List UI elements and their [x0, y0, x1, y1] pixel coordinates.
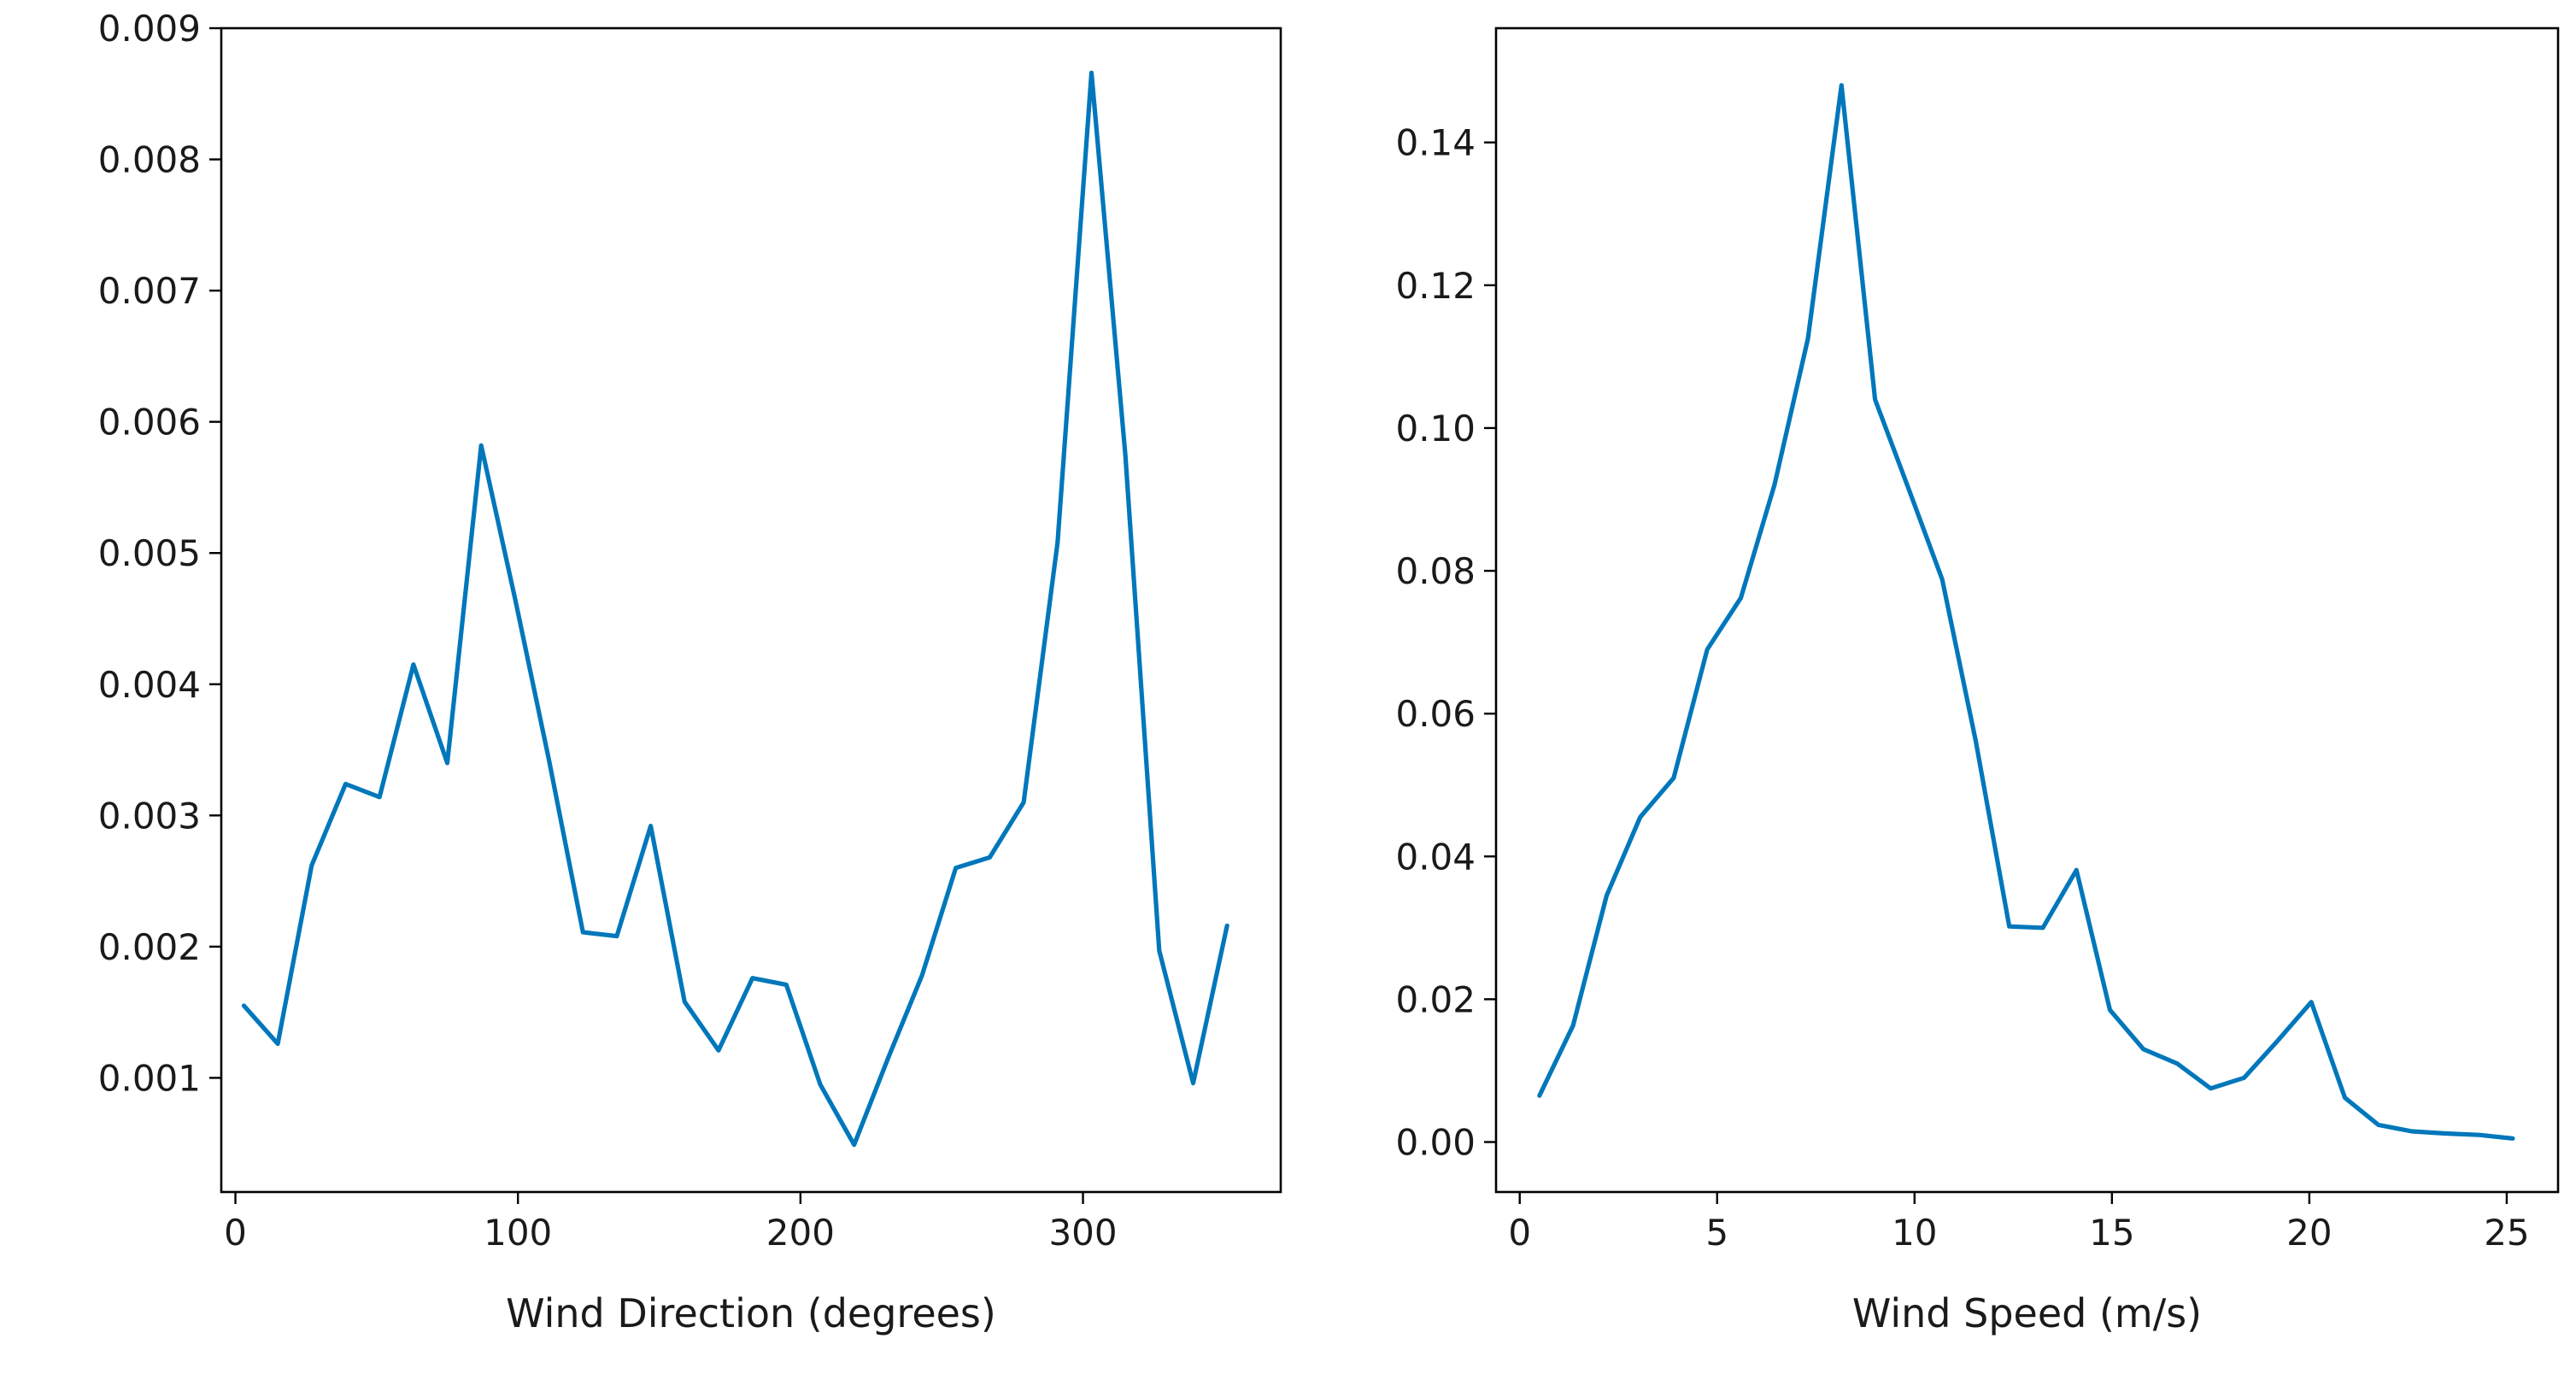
y-tick-label: 0.00: [1395, 1122, 1476, 1164]
data-point: [445, 760, 450, 766]
data-point: [682, 999, 687, 1004]
data-point: [2208, 1086, 2213, 1091]
x-tick-label: 5: [1705, 1212, 1728, 1254]
y-tick-label: 0.10: [1395, 408, 1476, 449]
series-line: [241, 70, 1229, 1148]
data-point: [2343, 1095, 2348, 1101]
data-point: [1873, 397, 1878, 402]
y-tick-label: 0.007: [98, 270, 201, 312]
y-tick-label: 0.001: [98, 1057, 201, 1099]
data-point: [2074, 867, 2079, 872]
x-axis-label: Wind Speed (m/s): [1852, 1290, 2202, 1336]
data-point: [1604, 893, 1609, 898]
data-point: [1739, 596, 1744, 601]
y-tick-label: 0.02: [1395, 978, 1476, 1020]
data-point: [547, 758, 552, 763]
data-point: [1570, 1023, 1576, 1028]
data-point: [648, 824, 654, 829]
data-point: [2174, 1061, 2180, 1066]
y-tick-label: 0.06: [1395, 693, 1476, 735]
data-point: [1157, 948, 1162, 954]
data-point: [818, 1082, 823, 1087]
series-line: [1537, 83, 2515, 1141]
data-point: [2275, 1038, 2280, 1043]
data-point: [1055, 540, 1060, 545]
axes-frame: [220, 26, 1282, 1194]
y-tick-label: 0.008: [98, 139, 201, 181]
x-tick-label: 20: [2286, 1212, 2332, 1254]
x-axis-label: Wind Direction (degrees): [506, 1290, 996, 1336]
data-point: [1973, 738, 1978, 743]
wind-speed-panel: 0 5 10 15 20 25 0.00 0.02 0.04 0.06 0.08 0.10 0.12 0.…: [1395, 26, 2560, 1336]
data-point: [1671, 775, 1676, 780]
x-tick-label: 0: [224, 1212, 247, 1254]
data-point: [954, 866, 959, 871]
data-point: [2007, 924, 2012, 929]
x-tick-label: 300: [1048, 1212, 1117, 1254]
data-point: [2443, 1131, 2448, 1136]
data-point: [1224, 923, 1229, 928]
data-point: [852, 1142, 857, 1148]
y-tick-label: 0.04: [1395, 836, 1476, 878]
data-point: [309, 863, 314, 868]
data-point: [2510, 1136, 2515, 1141]
x-tick-label: 0: [1508, 1212, 1531, 1254]
y-tick-label: 0.006: [98, 402, 201, 443]
data-point: [919, 973, 924, 978]
data-point: [1123, 452, 1128, 457]
y-tick-label: 0.004: [98, 664, 201, 706]
data-point: [2477, 1132, 2482, 1137]
data-point: [343, 782, 349, 787]
x-tick-label: 25: [2484, 1212, 2529, 1254]
x-tick-label: 10: [1892, 1212, 1937, 1254]
data-point: [1772, 483, 1777, 488]
data-point: [716, 1048, 721, 1053]
y-tick-label: 0.005: [98, 532, 201, 574]
y-tick-label: 0.08: [1395, 550, 1476, 592]
data-point: [2141, 1047, 2146, 1052]
data-point: [1638, 814, 1643, 819]
data-point: [1191, 1081, 1196, 1086]
data-point: [2108, 1007, 2113, 1013]
data-point: [885, 1055, 890, 1060]
data-point: [411, 662, 416, 667]
data-point: [1537, 1093, 1542, 1098]
data-point: [2242, 1075, 2247, 1080]
data-point: [478, 443, 484, 448]
data-point: [987, 854, 992, 860]
data-point: [377, 795, 382, 800]
y-tick-label: 0.002: [98, 926, 201, 968]
y-tick-label: 0.009: [98, 8, 201, 50]
data-point: [750, 976, 755, 981]
y-tick-label: 0.14: [1395, 122, 1476, 164]
data-point: [2309, 1000, 2314, 1005]
data-point: [580, 930, 585, 935]
wind-direction-panel: 0 100 200 300 0.001 0.002 0.003 0.004 0.005 0.006…: [98, 8, 1282, 1336]
data-point: [1805, 337, 1810, 342]
data-point: [2409, 1129, 2415, 1134]
data-point: [1089, 70, 1094, 75]
x-tick-label: 200: [766, 1212, 835, 1254]
x-tick-label: 100: [484, 1212, 552, 1254]
data-point: [614, 934, 619, 939]
data-point: [1705, 647, 1710, 652]
x-tick-label: 15: [2089, 1212, 2134, 1254]
data-point: [1021, 800, 1026, 805]
axes-frame: [1494, 26, 2560, 1194]
data-point: [1906, 486, 1911, 491]
data-point: [783, 982, 789, 987]
data-point: [2040, 925, 2045, 931]
y-tick-label: 0.003: [98, 795, 201, 837]
y-tick-label: 0.12: [1395, 265, 1476, 307]
data-point: [1939, 577, 1945, 582]
data-point: [513, 596, 518, 602]
data-point: [2376, 1123, 2381, 1128]
data-point: [1839, 83, 1844, 88]
data-point: [275, 1042, 280, 1047]
data-point: [242, 1003, 247, 1008]
